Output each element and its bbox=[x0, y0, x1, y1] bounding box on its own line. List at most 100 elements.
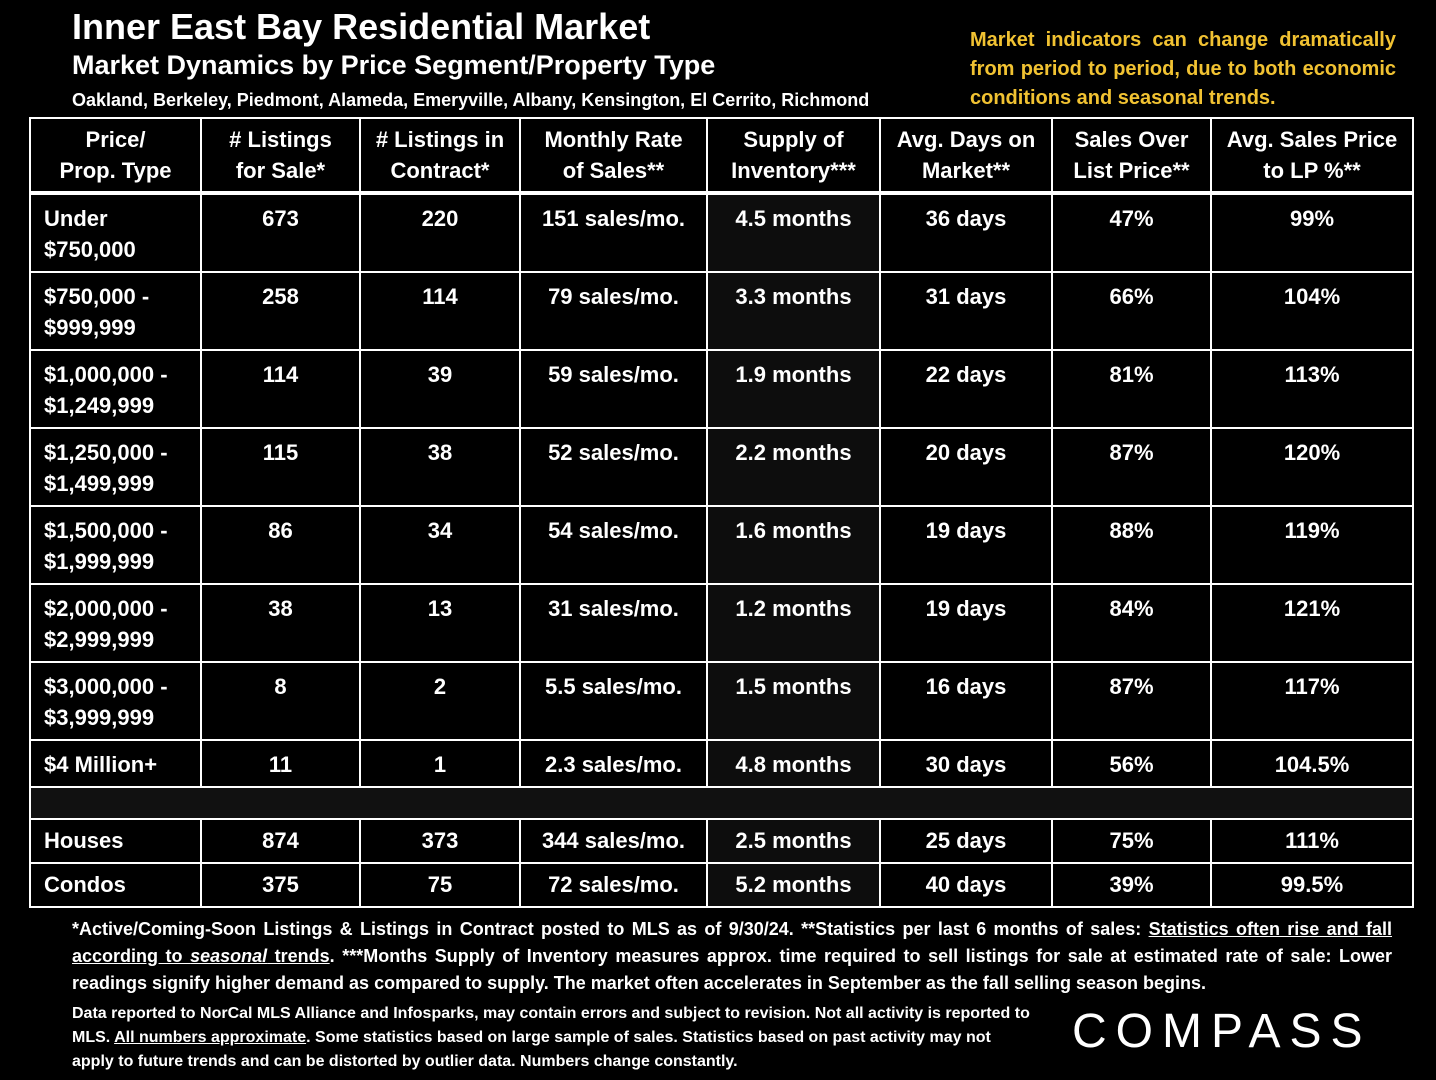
page-title: Inner East Bay Residential Market bbox=[72, 6, 651, 47]
row-label: $1,000,000 - $1,249,999 bbox=[29, 349, 202, 429]
table-row: $4 Million+ 11 1 2.3 sales/mo. 4.8 months 30 … bbox=[29, 739, 1414, 788]
row-label: $750,000 - $999,999 bbox=[29, 271, 202, 351]
table-cell: 151 sales/mo. bbox=[519, 192, 708, 273]
table-cell: 1 bbox=[359, 739, 521, 788]
table-row: $1,000,000 - $1,249,999 114 39 59 sales/mo. 1… bbox=[29, 349, 1414, 429]
table-cell: 79 sales/mo. bbox=[519, 271, 708, 351]
table-cell: 87% bbox=[1051, 427, 1212, 507]
compass-logo: COMPASS bbox=[1072, 1005, 1372, 1058]
table-cell: 120% bbox=[1210, 427, 1414, 507]
row-label: $1,250,000 - $1,499,999 bbox=[29, 427, 202, 507]
table-cell: 5.5 sales/mo. bbox=[519, 661, 708, 741]
table-cell: 117% bbox=[1210, 661, 1414, 741]
table-row: $3,000,000 - $3,999,999 8 2 5.5 sales/mo. 1.5… bbox=[29, 661, 1414, 741]
table-cell: 4.8 months bbox=[706, 739, 881, 788]
table-row: Under $750,000 673 220 151 sales/mo. 4.5 mont… bbox=[29, 192, 1414, 273]
column-header: # Listings for Sale* bbox=[200, 117, 361, 195]
table-cell: 22 days bbox=[879, 349, 1053, 429]
table-cell: 3.3 months bbox=[706, 271, 881, 351]
table-cell: 81% bbox=[1051, 349, 1212, 429]
table-cell: 113% bbox=[1210, 349, 1414, 429]
table-cell: 19 days bbox=[879, 583, 1053, 663]
table-cell: 25 days bbox=[879, 818, 1053, 864]
row-label: Houses bbox=[29, 818, 202, 864]
column-header: Price/Prop. Type bbox=[29, 117, 202, 195]
column-header: Monthly Rate of Sales** bbox=[519, 117, 708, 195]
table-cell: 59 sales/mo. bbox=[519, 349, 708, 429]
market-table: Price/Prop. Type # Listings for Sale* # Lis… bbox=[29, 117, 1414, 908]
column-header: Avg. Sales Price to LP %** bbox=[1210, 117, 1414, 195]
footnote-disclaimer: Data reported to NorCal MLS Alliance and… bbox=[72, 1005, 1030, 1070]
table-cell: 5.2 months bbox=[706, 862, 881, 908]
table-cell: 75 bbox=[359, 862, 521, 908]
table-cell: 31 sales/mo. bbox=[519, 583, 708, 663]
table-row: $1,500,000 - $1,999,999 86 34 54 sales/mo. 1.… bbox=[29, 505, 1414, 585]
table-cell: 114 bbox=[359, 271, 521, 351]
table-cell: 1.5 months bbox=[706, 661, 881, 741]
table-cell: 19 days bbox=[879, 505, 1053, 585]
row-label: Under $750,000 bbox=[29, 192, 202, 273]
row-label: $1,500,000 - $1,999,999 bbox=[29, 505, 202, 585]
table-row: $2,000,000 - $2,999,999 38 13 31 sales/mo. 1.… bbox=[29, 583, 1414, 663]
table-cell: 4.5 months bbox=[706, 192, 881, 273]
table-cell: 375 bbox=[200, 862, 361, 908]
row-label: Condos bbox=[29, 862, 202, 908]
table-cell: 38 bbox=[200, 583, 361, 663]
table-cell: 99% bbox=[1210, 192, 1414, 273]
table-cell: 874 bbox=[200, 818, 361, 864]
row-label: $4 Million+ bbox=[29, 739, 202, 788]
table-cell: 373 bbox=[359, 818, 521, 864]
table-cell: 47% bbox=[1051, 192, 1212, 273]
row-label: $2,000,000 - $2,999,999 bbox=[29, 583, 202, 663]
column-header: Avg. Days on Market** bbox=[879, 117, 1053, 195]
table-cell: 56% bbox=[1051, 739, 1212, 788]
table-cell: 104% bbox=[1210, 271, 1414, 351]
table-cell: 86 bbox=[200, 505, 361, 585]
table-cell: 34 bbox=[359, 505, 521, 585]
table-row: $750,000 - $999,999 258 114 79 sales/mo. 3.3 … bbox=[29, 271, 1414, 351]
column-header: # Listings in Contract* bbox=[359, 117, 521, 195]
table-cell: 75% bbox=[1051, 818, 1212, 864]
table-cell: 114 bbox=[200, 349, 361, 429]
table-cell: 99.5% bbox=[1210, 862, 1414, 908]
table-header-row: Price/Prop. Type # Listings for Sale* # Lis… bbox=[29, 117, 1414, 195]
row-label: $3,000,000 - $3,999,999 bbox=[29, 661, 202, 741]
table-cell: 30 days bbox=[879, 739, 1053, 788]
column-header: Sales Over List Price** bbox=[1051, 117, 1212, 195]
table-cell: 121% bbox=[1210, 583, 1414, 663]
table-cell: 38 bbox=[359, 427, 521, 507]
table-cell: 40 days bbox=[879, 862, 1053, 908]
table-cell: 39 bbox=[359, 349, 521, 429]
table-cell: 31 days bbox=[879, 271, 1053, 351]
table-cell: 1.6 months bbox=[706, 505, 881, 585]
table-cell: 72 sales/mo. bbox=[519, 862, 708, 908]
table-cell: 1.9 months bbox=[706, 349, 881, 429]
table-row: Condos 375 75 72 sales/mo. 5.2 months 40 days… bbox=[29, 862, 1414, 908]
table-cell: 8 bbox=[200, 661, 361, 741]
table-cell: 2.3 sales/mo. bbox=[519, 739, 708, 788]
table-cell: 54 sales/mo. bbox=[519, 505, 708, 585]
table-cell: 1.2 months bbox=[706, 583, 881, 663]
table-cell: 66% bbox=[1051, 271, 1212, 351]
table-cell: 673 bbox=[200, 192, 361, 273]
table-cell: 111% bbox=[1210, 818, 1414, 864]
table-cell: 2 bbox=[359, 661, 521, 741]
table-cell: 104.5% bbox=[1210, 739, 1414, 788]
footnote-primary: *Active/Coming-Soon Listings & Listings … bbox=[72, 919, 1393, 993]
table-cell: 36 days bbox=[879, 192, 1053, 273]
table-cell: 87% bbox=[1051, 661, 1212, 741]
table-spacer-row bbox=[29, 786, 1414, 820]
table-cell: 11 bbox=[200, 739, 361, 788]
table-cell: 52 sales/mo. bbox=[519, 427, 708, 507]
page-subtitle: Market Dynamics by Price Segment/Propert… bbox=[72, 50, 716, 80]
table-row: Houses 874 373 344 sales/mo. 2.5 months 25 da… bbox=[29, 818, 1414, 864]
table-cell: 119% bbox=[1210, 505, 1414, 585]
table-cell: 2.2 months bbox=[706, 427, 881, 507]
column-header: Supply of Inventory*** bbox=[706, 117, 881, 195]
table-cell: 220 bbox=[359, 192, 521, 273]
table-cell: 13 bbox=[359, 583, 521, 663]
table-cell: 258 bbox=[200, 271, 361, 351]
table-cell: 2.5 months bbox=[706, 818, 881, 864]
table-body: Under $750,000 673 220 151 sales/mo. 4.5 mont… bbox=[29, 192, 1414, 908]
table-cell: 20 days bbox=[879, 427, 1053, 507]
